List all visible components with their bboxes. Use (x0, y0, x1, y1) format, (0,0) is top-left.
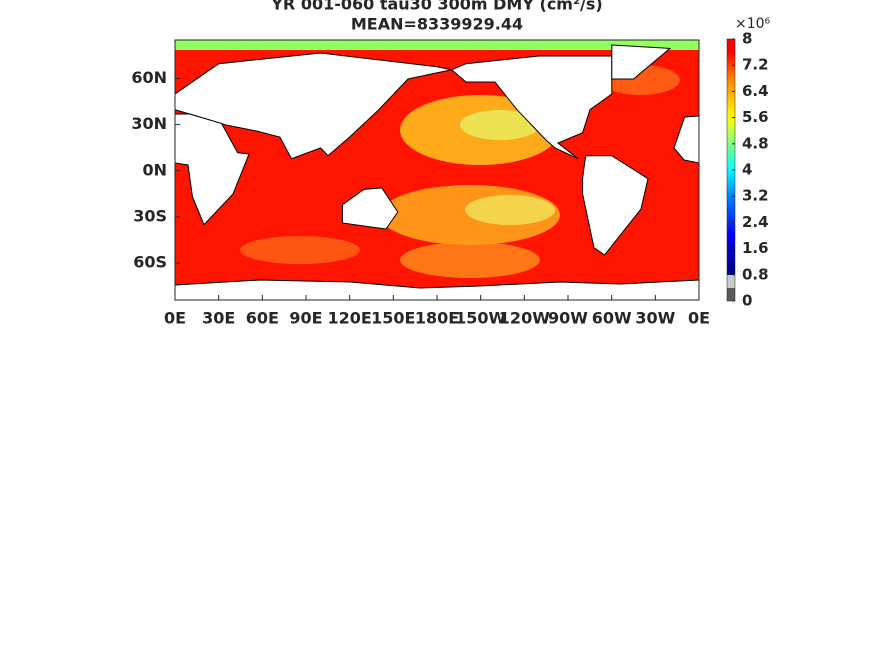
x-tick-label: 150W (455, 309, 506, 328)
x-tick-label: 120W (499, 309, 550, 328)
x-tick-label: 90W (548, 309, 588, 328)
colorbar-exponent: ×10⁶ (735, 16, 771, 32)
x-tick-label: 180E (415, 309, 459, 328)
x-tick-label: 120E (328, 309, 372, 328)
colorbar-tick-label: 4.8 (742, 134, 769, 152)
x-tick-label: 30W (635, 309, 675, 328)
colorbar-tick-label: 3.2 (742, 187, 769, 205)
x-tick-label: 60W (592, 309, 632, 328)
x-tick-label: 0E (164, 309, 186, 328)
x-tick-label: 90E (289, 309, 322, 328)
x-tick-label: 30E (202, 309, 235, 328)
y-tick-label: 30S (133, 206, 167, 225)
colorbar-tick-label: 7.2 (742, 56, 769, 74)
colorbar-tick-label: 8 (742, 30, 752, 48)
y-tick-label: 0N (142, 160, 167, 179)
colorbar-tick-label: 5.6 (742, 108, 769, 126)
colorbar-tick-label: 0 (742, 292, 752, 310)
colorbar-tick-label: 1.6 (742, 239, 769, 257)
colorbar-tick-label: 4 (742, 161, 752, 179)
subtitle: MEAN=8339929.44 (351, 15, 523, 34)
colorbar-tick-label: 6.4 (742, 82, 769, 100)
y-tick-label: 60N (131, 68, 167, 87)
y-tick-label: 60S (133, 253, 167, 272)
y-tick-label: 30N (131, 114, 167, 133)
x-tick-label: 60E (246, 309, 279, 328)
colorbar-tick-label: 2.4 (742, 213, 769, 231)
colorbar-tick-label: 0.8 (742, 265, 769, 283)
x-tick-label: 0E (688, 309, 710, 328)
title: YR 001-060 tau30 300m DMY (cm²/s) (270, 0, 602, 14)
map (175, 40, 699, 300)
x-tick-label: 150E (371, 309, 415, 328)
